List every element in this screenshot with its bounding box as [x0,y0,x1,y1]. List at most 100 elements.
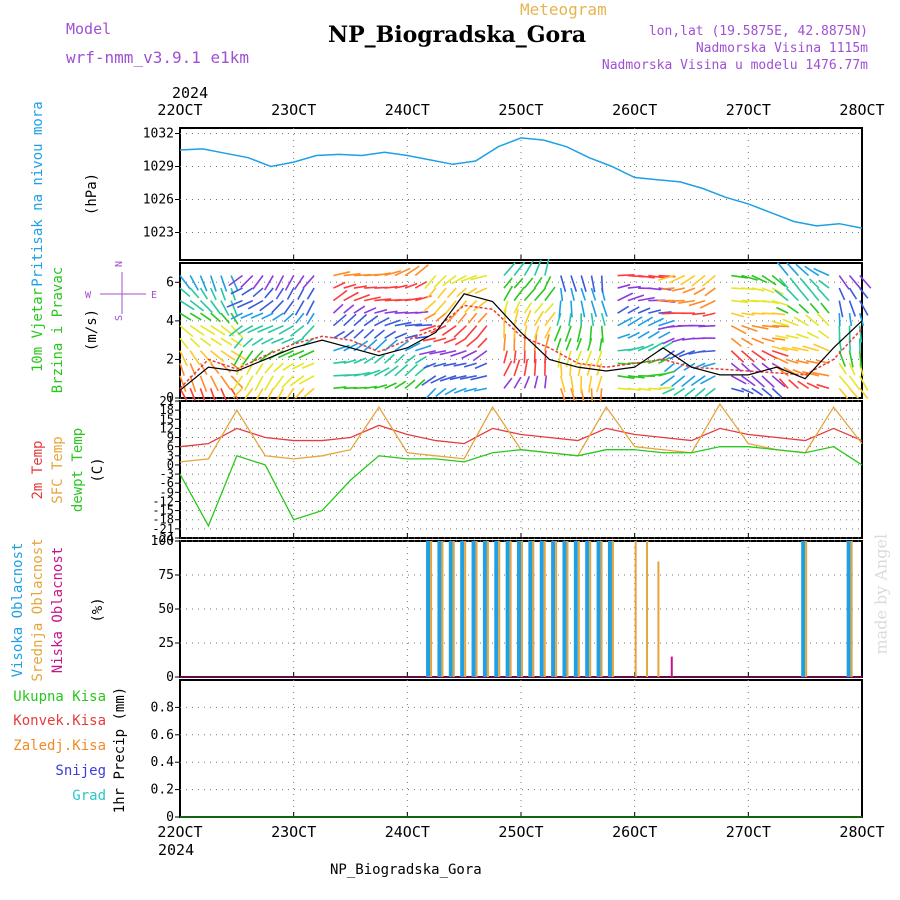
signature: made by Angel [871,533,891,655]
wind-vector-85 [247,324,264,334]
wind-vector-106 [272,312,284,321]
wind-vector-550 [788,379,799,389]
wind-vector-120 [294,387,305,399]
wind-vector-442 [663,362,675,373]
wind-vector-5 [179,325,194,338]
wind-vector-269 [451,274,467,285]
ytick-label-temperature-13: 15 [160,412,174,426]
wind-vector-535 [772,324,790,328]
wind-vector-334 [544,326,552,339]
wind-vector-203 [394,340,410,352]
wind-vector-126 [295,312,305,324]
wind-vector-252 [443,362,457,367]
wind-vector-229 [414,264,429,277]
wind-vector-440 [662,387,675,395]
wind-vector-539 [771,274,786,287]
wind-vector-601 [848,375,861,390]
wind-vector-44 [220,337,233,346]
wind-vector-239 [424,275,437,290]
wind-vector-9 [179,275,191,290]
wind-vector-248 [437,287,447,299]
wind-vector-34 [210,337,223,346]
wind-vector-599 [838,275,850,290]
wind-vector-330 [544,375,548,389]
wind-vector-378 [590,287,597,301]
wind-vector-372 [586,363,593,376]
wind-vector-283 [472,350,488,362]
wind-vector-78 [241,287,254,296]
wind-vector-210 [404,379,416,389]
wind-vector-345 [553,325,562,342]
wind-vector-562 [795,359,809,365]
cloud-bar-mid-0 [430,541,433,677]
wind-vector-448 [661,287,675,290]
wind-vector-219 [404,265,420,277]
wind-vector-258 [446,287,457,299]
wind-vector-371 [587,375,593,393]
wind-vector-88 [252,287,264,298]
wind-vector-525 [761,324,779,329]
wind-vector-262 [453,362,467,367]
wind-vector-307 [513,286,525,302]
cloud-bar-mid-19 [657,561,660,677]
precip-legend-1: Konvek.Kisa [13,713,106,729]
wind-vector-405 [627,316,643,327]
wind-vector-555 [782,318,799,327]
wind-vector-281 [470,375,488,381]
wind-vector-54 [230,337,243,347]
wind-vector-488 [704,287,716,297]
lonlat-text: lon,lat (19.5875E, 42.8875N) [648,24,868,39]
wind-vector-111 [281,375,295,389]
wind-vector-6 [179,312,192,321]
wind-vector-382 [596,362,603,376]
ytick-label-temperature-0: -24 [152,531,174,545]
wind-vector-362 [577,363,583,377]
wind-vector-575 [805,314,820,327]
wind-gust-line [179,293,863,391]
wind-vector-295 [503,308,507,326]
wind-vector-397 [617,292,634,302]
wind-vector-359 [570,275,578,292]
cloud-bar-mid-17 [634,541,637,677]
wind-vector-617 [859,300,869,316]
xtick-label-top-6: 28OCT [839,101,884,119]
wind-vector-565 [793,316,809,327]
wind-vector-309 [513,261,526,277]
wind-vector-231 [421,375,437,387]
wind-vector-548 [778,277,789,289]
wind-vector-318 [523,277,534,289]
wind-vector-104 [271,337,284,345]
model-label: Model [66,20,112,38]
wind-vector-157 [343,291,359,302]
wind-vector-35 [210,325,226,336]
wind-vector-87 [247,299,264,310]
wind-vector-222 [414,355,427,364]
wind-vector-50 [230,387,239,400]
wind-vector-558 [789,277,799,289]
wind-vector-515 [751,324,769,330]
wind-vector-468 [682,287,696,294]
cloud-bar-mid-5 [486,541,489,677]
wind-vector-537 [771,299,789,307]
wind-vector-297 [503,285,514,302]
wind-vector-420 [648,387,662,391]
wind-vector-578 [809,278,820,289]
wind-vector-431 [658,370,676,377]
wind-vector-236 [424,312,437,321]
wind-vector-39 [209,275,217,292]
footer-station: NP_Biogradska_Gora [330,862,482,878]
wind-vector-520 [761,387,773,398]
wind-vector-589 [813,267,830,277]
wind-vector-192 [384,353,395,364]
wind-vector-505 [741,324,758,333]
wind-vector-76 [240,312,254,319]
wind-vector-483 [698,349,716,353]
wind-vector-595 [838,325,841,343]
wind-vector-320 [533,375,539,389]
wind-vector-610 [859,387,869,400]
wind-vector-90 [266,387,274,401]
wind-vector-560 [797,380,810,390]
wind-vector-243 [429,349,447,355]
wind-vector-48 [220,287,227,301]
wind-vector-415 [637,316,654,327]
